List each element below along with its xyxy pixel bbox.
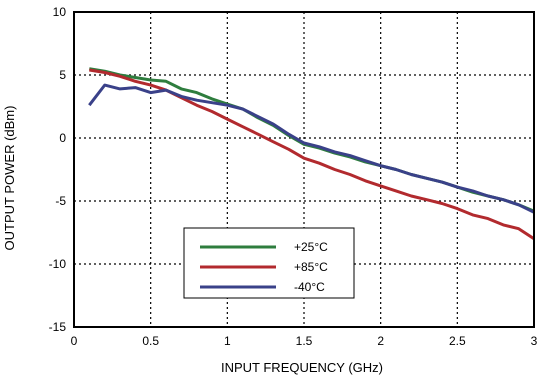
x-tick-label: 0.5 [142,334,159,348]
legend-label: +85°C [294,260,328,274]
x-tick-label: 0 [71,334,78,348]
x-tick-label: 3 [531,334,537,348]
y-tick-label: 5 [59,68,66,82]
x-tick-label: 2.5 [449,334,466,348]
legend-label: -40°C [294,280,325,294]
plot-frame [73,11,535,328]
series-line [88,83,535,214]
y-tick-label: 0 [59,131,66,145]
y-tick-label: -15 [49,320,67,334]
y-axis-ticks: -15 -10 -5 0 5 10 [49,5,67,334]
legend-label: +25°C [294,240,328,254]
x-tick-label: 2 [377,334,384,348]
series-lines [88,67,535,241]
x-tick-label: 1.5 [296,334,313,348]
y-axis-label: OUTPUT POWER (dBm) [2,106,17,251]
y-tick-label: -10 [49,257,67,271]
y-tick-label: 10 [53,5,67,19]
y-tick-label: -5 [55,194,66,208]
legend: +25°C +85°C -40°C [183,227,355,299]
series-line [89,68,535,241]
x-axis-label: INPUT FREQUENCY (GHz) [221,360,383,375]
x-tick-label: 1 [224,334,231,348]
x-axis-ticks: 0 0.5 1 1.5 2 2.5 3 [71,334,537,348]
